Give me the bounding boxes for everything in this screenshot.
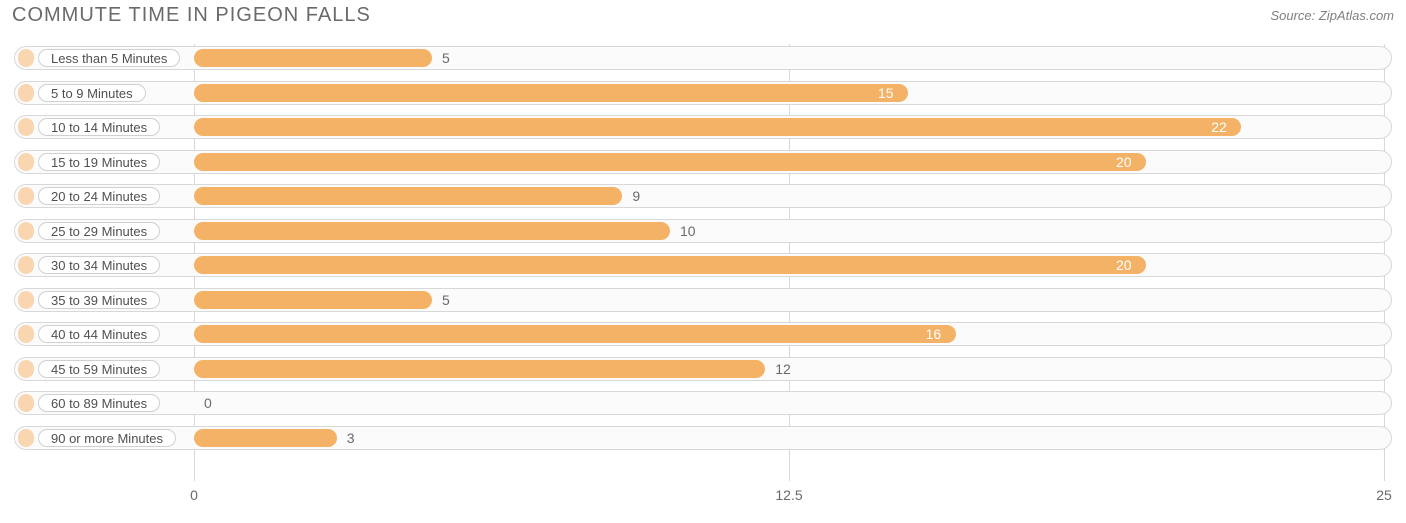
category-label: 30 to 34 Minutes [38,256,160,274]
x-axis: 0 12.5 25 [14,487,1392,509]
bar-row: 90 or more Minutes 3 [14,424,1392,452]
value-label: 20 [1116,148,1132,176]
bar-stub [18,84,34,102]
bar-fill [194,291,432,309]
category-label: 5 to 9 Minutes [38,84,146,102]
x-tick-label: 25 [1376,487,1392,503]
bar-fill [194,84,908,102]
category-label: 90 or more Minutes [38,429,176,447]
category-label: 60 to 89 Minutes [38,394,160,412]
bar-fill [194,222,670,240]
category-label: 45 to 59 Minutes [38,360,160,378]
bar-stub [18,394,34,412]
chart-source: Source: ZipAtlas.com [1270,8,1394,23]
value-label: 16 [926,320,942,348]
bar-stub [18,222,34,240]
chart-header: COMMUTE TIME IN PIGEON FALLS Source: Zip… [12,4,1394,32]
bar-row: 60 to 89 Minutes 0 [14,389,1392,417]
bar-row: 20 to 24 Minutes 9 [14,182,1392,210]
bar-stub [18,429,34,447]
bar-row: 40 to 44 Minutes 16 [14,320,1392,348]
bar-fill [194,256,1146,274]
bar-fill [194,49,432,67]
bar-stub [18,360,34,378]
value-label: 3 [347,424,355,452]
bar-track [14,391,1392,415]
value-label: 10 [680,217,696,245]
value-label: 5 [442,44,450,72]
category-label: 35 to 39 Minutes [38,291,160,309]
bar-fill [194,187,622,205]
value-label: 0 [204,389,212,417]
value-label: 20 [1116,251,1132,279]
value-label: 15 [878,79,894,107]
bar-stub [18,291,34,309]
x-tick-label: 12.5 [775,487,802,503]
chart-container: COMMUTE TIME IN PIGEON FALLS Source: Zip… [0,0,1406,523]
bar-row: 5 to 9 Minutes 15 [14,79,1392,107]
bar-fill [194,429,337,447]
category-label: Less than 5 Minutes [38,49,180,67]
category-label: 10 to 14 Minutes [38,118,160,136]
category-label: 20 to 24 Minutes [38,187,160,205]
category-label: 25 to 29 Minutes [38,222,160,240]
value-label: 5 [442,286,450,314]
bar-stub [18,49,34,67]
bar-fill [194,118,1241,136]
bar-stub [18,153,34,171]
bar-stub [18,187,34,205]
category-label: 40 to 44 Minutes [38,325,160,343]
chart-title: COMMUTE TIME IN PIGEON FALLS [12,4,371,27]
category-label: 15 to 19 Minutes [38,153,160,171]
bar-stub [18,118,34,136]
value-label: 22 [1211,113,1227,141]
bar-row: 10 to 14 Minutes 22 [14,113,1392,141]
bar-fill [194,325,956,343]
bar-row: Less than 5 Minutes 5 [14,44,1392,72]
bar-fill [194,153,1146,171]
bar-stub [18,325,34,343]
bar-row: 35 to 39 Minutes 5 [14,286,1392,314]
bar-row: 45 to 59 Minutes 12 [14,355,1392,383]
x-tick-label: 0 [190,487,198,503]
chart-plot-area: Less than 5 Minutes 5 5 to 9 Minutes 15 10 t… [14,44,1392,481]
bar-stub [18,256,34,274]
bar-fill [194,360,765,378]
value-label: 9 [632,182,640,210]
bar-row: 30 to 34 Minutes 20 [14,251,1392,279]
bar-row: 15 to 19 Minutes 20 [14,148,1392,176]
value-label: 12 [775,355,791,383]
bar-row: 25 to 29 Minutes 10 [14,217,1392,245]
